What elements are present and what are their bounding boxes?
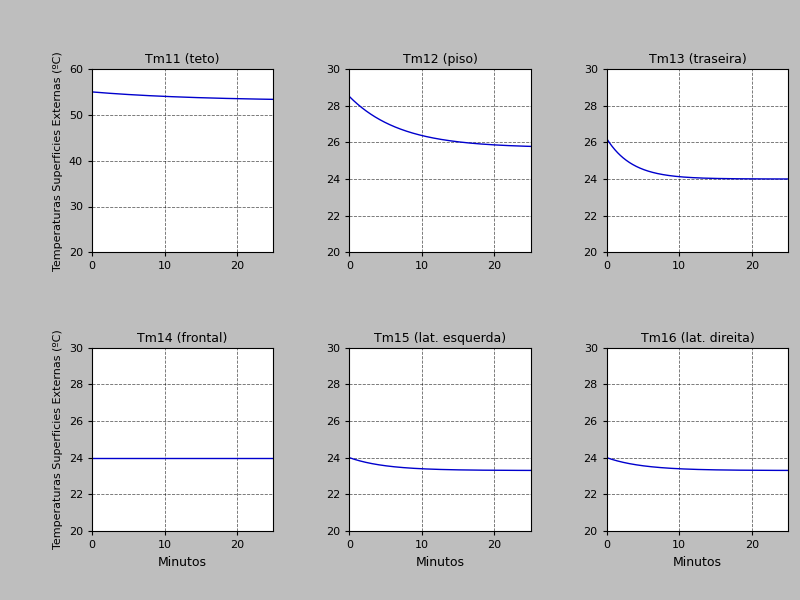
Title: Tm15 (lat. esquerda): Tm15 (lat. esquerda) bbox=[374, 332, 506, 345]
Title: Tm12 (piso): Tm12 (piso) bbox=[402, 53, 478, 67]
Y-axis label: Temperaturas Superficies Externas (ºC): Temperaturas Superficies Externas (ºC) bbox=[54, 51, 63, 271]
X-axis label: Minutos: Minutos bbox=[673, 556, 722, 569]
Title: Tm16 (lat. direita): Tm16 (lat. direita) bbox=[641, 332, 754, 345]
X-axis label: Minutos: Minutos bbox=[158, 556, 207, 569]
Y-axis label: Temperaturas Superficies Externas (ºC): Temperaturas Superficies Externas (ºC) bbox=[53, 329, 63, 549]
Title: Tm13 (traseira): Tm13 (traseira) bbox=[649, 53, 746, 67]
Title: Tm14 (frontal): Tm14 (frontal) bbox=[138, 332, 228, 345]
Title: Tm11 (teto): Tm11 (teto) bbox=[146, 53, 220, 67]
X-axis label: Minutos: Minutos bbox=[415, 556, 465, 569]
